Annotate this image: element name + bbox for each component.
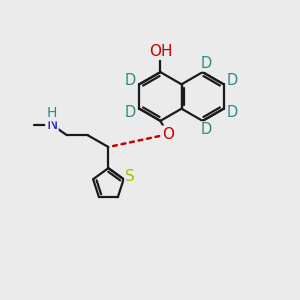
Text: D: D	[227, 73, 238, 88]
Text: D: D	[125, 73, 136, 88]
Text: S: S	[125, 169, 135, 184]
Text: N: N	[46, 117, 58, 132]
Text: OH: OH	[149, 44, 172, 59]
Text: O: O	[162, 127, 174, 142]
Text: D: D	[227, 105, 238, 120]
Text: H: H	[47, 106, 57, 120]
Text: D: D	[201, 122, 212, 137]
Text: D: D	[125, 105, 136, 120]
Text: O: O	[162, 127, 174, 142]
Text: D: D	[201, 56, 212, 71]
